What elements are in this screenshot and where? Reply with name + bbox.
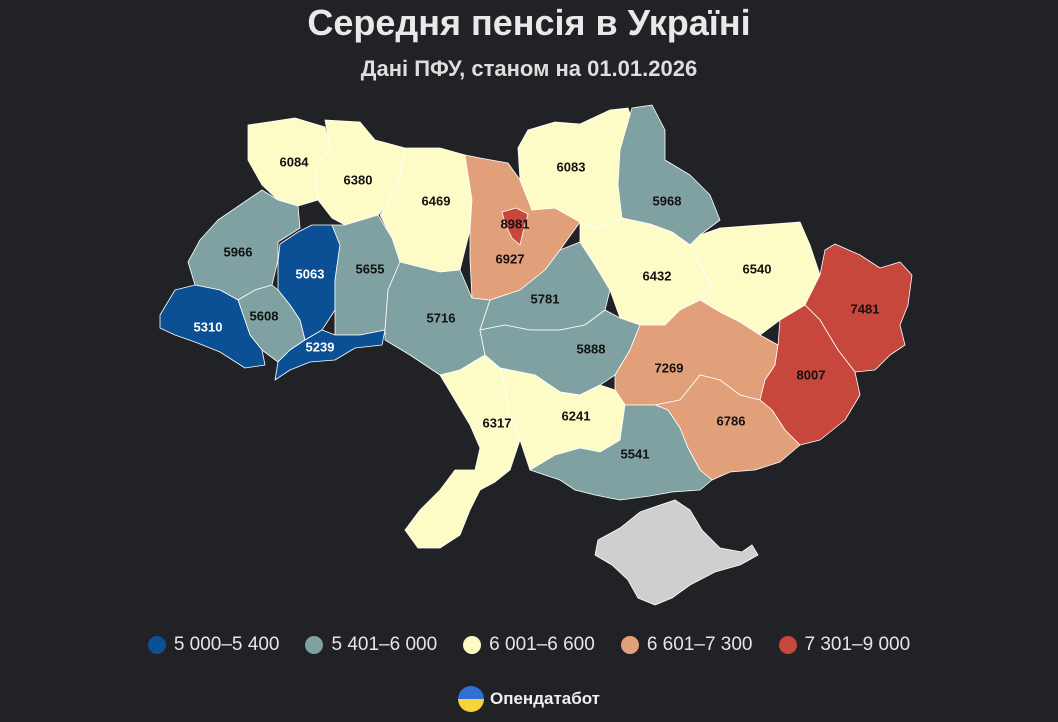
region-value-lviv: 5966 <box>224 244 253 259</box>
legend-swatch-5 <box>778 636 797 654</box>
region-value-zakarpattia: 5310 <box>194 319 223 334</box>
region-value-odesa: 6317 <box>483 415 512 430</box>
opendatabot-logo-icon <box>457 686 484 712</box>
region-value-donetsk: 8007 <box>797 367 826 382</box>
region-value-kyiv-oblast: 6927 <box>496 251 525 266</box>
region-odesa[interactable] <box>404 354 521 549</box>
region-value-ivano-frankivsk: 5608 <box>250 308 279 323</box>
legend-swatch-4 <box>620 636 639 654</box>
region-value-khmelnytskyi: 5655 <box>356 261 385 276</box>
legend-label-1: 5 000–5 400 <box>173 634 280 655</box>
legend-item-3: 6 001–6 600 <box>463 634 595 656</box>
region-value-sumy: 5968 <box>653 193 682 208</box>
legend-item-2: 5 401–6 000 <box>305 634 437 656</box>
region-value-vinnytsia: 5716 <box>427 310 456 325</box>
region-value-volyn: 6084 <box>280 154 310 169</box>
region-value-kirovohrad: 5888 <box>577 341 606 356</box>
region-value-chernivtsi: 5239 <box>306 339 335 354</box>
legend-label-5: 7 301–9 000 <box>804 634 911 655</box>
region-value-dnipropetrovsk: 7269 <box>655 360 684 375</box>
region-crimea[interactable] <box>594 499 759 606</box>
region-value-kherson: 5541 <box>621 446 650 461</box>
region-value-zhytomyr: 6469 <box>422 193 451 208</box>
region-value-chernihiv: 6083 <box>557 159 586 174</box>
brand-name: Опендатабот <box>489 689 601 708</box>
legend-label-3: 6 001–6 600 <box>489 634 595 655</box>
legend-item-5: 7 301–9 000 <box>778 634 911 656</box>
legend-label-4: 6 601–7 300 <box>646 634 753 655</box>
region-zakarpattia[interactable] <box>159 284 266 369</box>
page-title: Середня пенсія в Україні <box>307 2 751 43</box>
region-value-rivne: 6380 <box>344 172 373 187</box>
page-subtitle: Дані ПФУ, станом на 01.01.2026 <box>360 56 698 81</box>
legend-swatch-2 <box>305 636 324 654</box>
region-value-ternopil: 5063 <box>296 266 325 281</box>
region-kherson[interactable] <box>529 404 713 501</box>
legend-swatch-1 <box>147 636 166 654</box>
region-value-poltava: 6432 <box>643 268 672 283</box>
region-chernivtsi[interactable] <box>274 329 386 381</box>
region-donetsk[interactable] <box>759 304 861 446</box>
legend: 5 000–5 400 5 401–6 000 6 001–6 600 6 60… <box>0 634 1058 656</box>
region-value-mykolaiv: 6241 <box>562 408 591 423</box>
region-value-luhansk: 7481 <box>851 301 880 316</box>
brand: Опендатабот <box>0 686 1058 712</box>
legend-label-2: 5 401–6 000 <box>331 634 438 655</box>
region-value-zaporizhzhia: 6786 <box>717 413 746 428</box>
legend-swatch-3 <box>463 636 482 654</box>
region-kyiv-city[interactable] <box>501 207 529 246</box>
region-value-kharkiv: 6540 <box>743 261 772 276</box>
region-value-cherkasy: 5781 <box>531 291 560 306</box>
legend-item-1: 5 000–5 400 <box>147 634 280 656</box>
legend-item-4: 6 601–7 300 <box>620 634 753 656</box>
region-value-kyiv-city: 8981 <box>501 216 530 231</box>
